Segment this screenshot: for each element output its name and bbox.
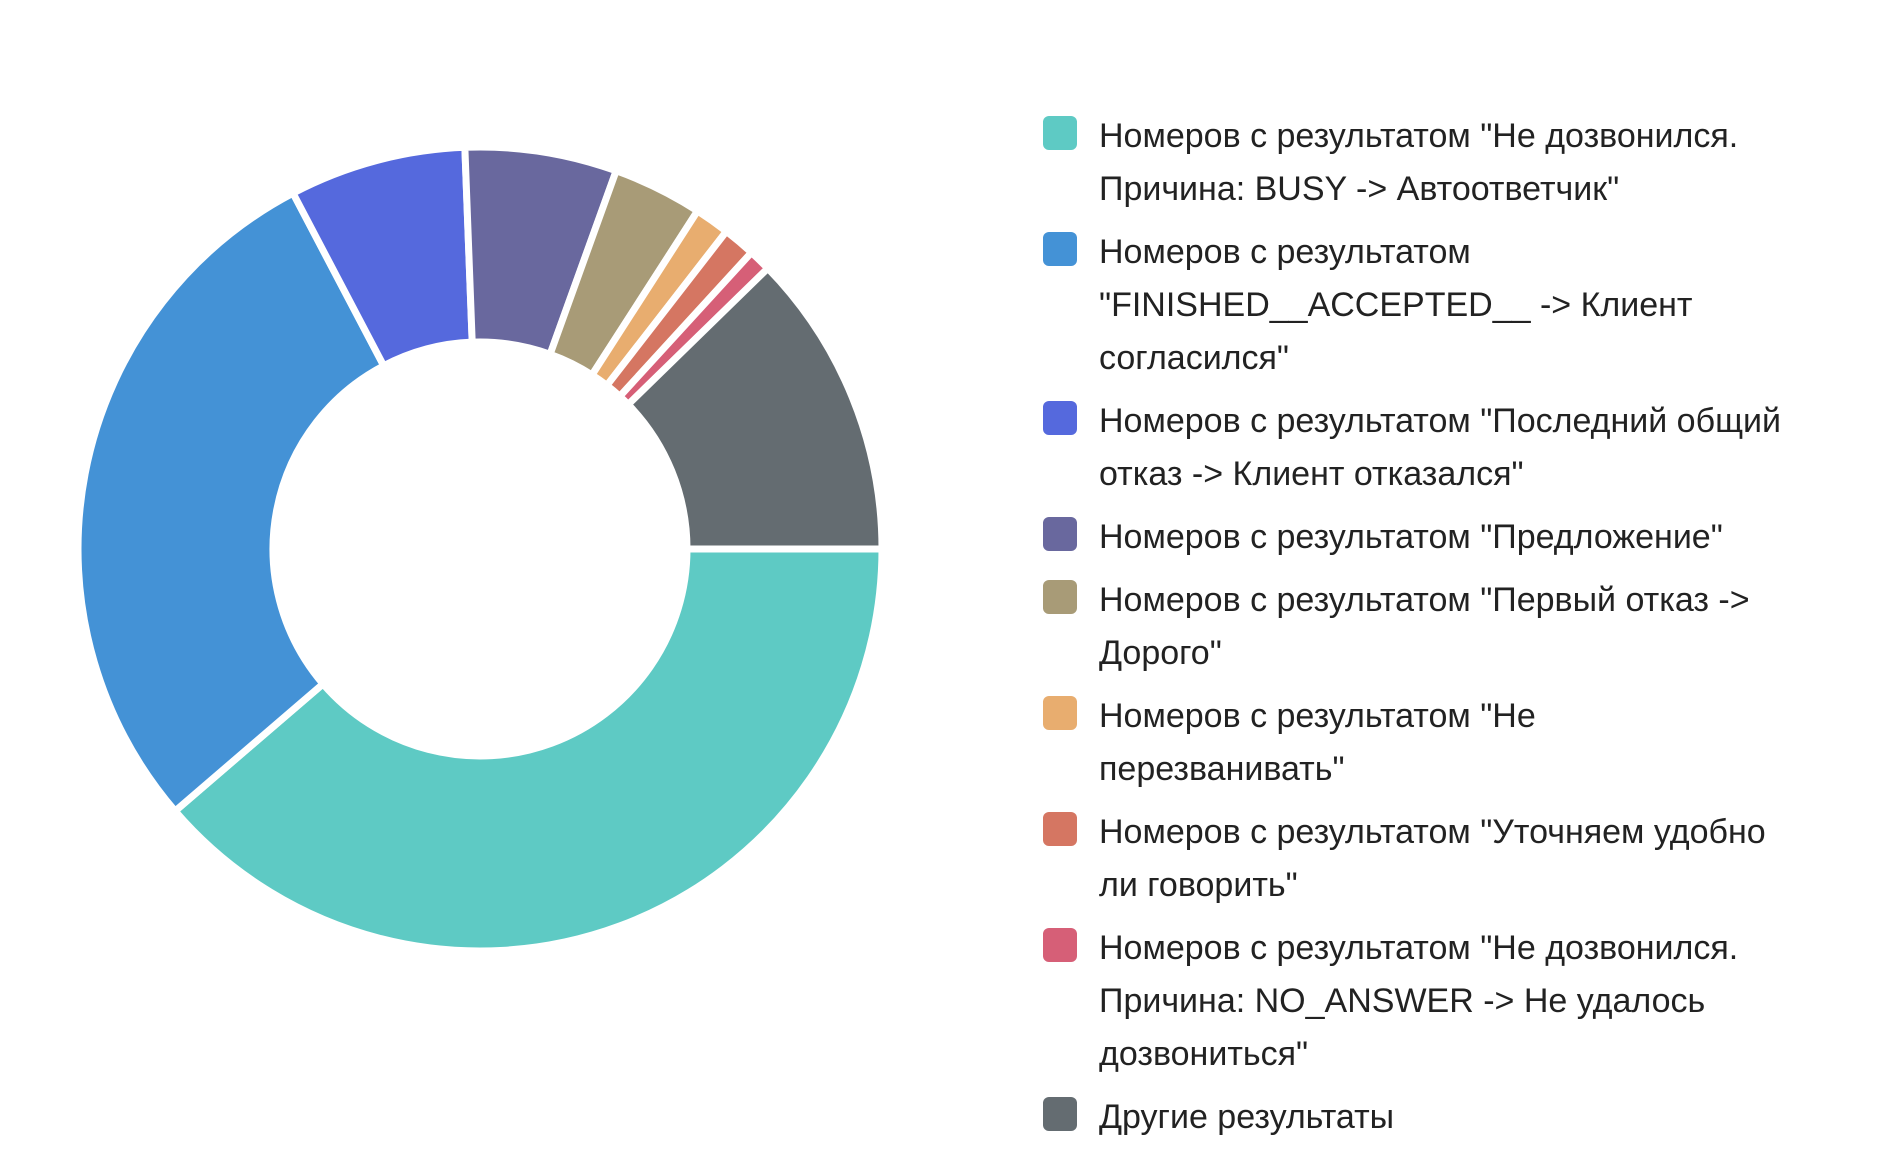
donut-slice-2[interactable] [74,189,388,815]
legend-label: Другие результаты [1099,1098,1395,1136]
legend-item-9[interactable]: Другие результаты [1043,1091,1843,1144]
legend-swatch [1043,517,1077,551]
legend-item-1[interactable]: Номеров с результатом "Не дозвонился. Пр… [1043,110,1843,216]
legend-label: Номеров с результатом "Уточняем удобно л… [1099,813,1766,904]
legend-label: Номеров с результатом "Предложение" [1099,518,1723,556]
legend-item-4[interactable]: Номеров с результатом "Предложение" [1043,511,1843,564]
legend-item-8[interactable]: Номеров с результатом "Не дозвонился. Пр… [1043,922,1843,1081]
legend-swatch [1043,812,1077,846]
donut-chart [74,147,886,955]
legend-swatch [1043,580,1077,614]
legend-swatch [1043,1097,1077,1131]
legend-label: Номеров с результатом "Не дозвонился. Пр… [1099,929,1739,1073]
legend-label: Номеров с результатом "Не дозвонился. Пр… [1099,117,1739,208]
legend-label: Номеров с результатом "FINISHED__ACCEPTE… [1099,233,1693,377]
legend-swatch [1043,401,1077,435]
legend-label: Номеров с результатом "Не перезванивать" [1099,697,1536,788]
legend-swatch [1043,232,1077,266]
donut-chart-svg [74,147,886,955]
legend-swatch [1043,696,1077,730]
donut-slice-9[interactable] [624,264,886,553]
legend-item-2[interactable]: Номеров с результатом "FINISHED__ACCEPTE… [1043,226,1843,385]
legend-swatch [1043,928,1077,962]
legend-item-7[interactable]: Номеров с результатом "Уточняем удобно л… [1043,806,1843,912]
legend-label: Номеров с результатом "Последний общий о… [1099,402,1782,493]
legend-item-3[interactable]: Номеров с результатом "Последний общий о… [1043,395,1843,501]
legend-swatch [1043,116,1077,150]
legend-item-6[interactable]: Номеров с результатом "Не перезванивать" [1043,690,1843,796]
legend-item-5[interactable]: Номеров с результатом "Первый отказ -> Д… [1043,574,1843,680]
donut-slice-1[interactable] [171,545,886,955]
legend-label: Номеров с результатом "Первый отказ -> Д… [1099,581,1750,672]
chart-legend: Номеров с результатом "Не дозвонился. Пр… [1043,110,1843,1154]
